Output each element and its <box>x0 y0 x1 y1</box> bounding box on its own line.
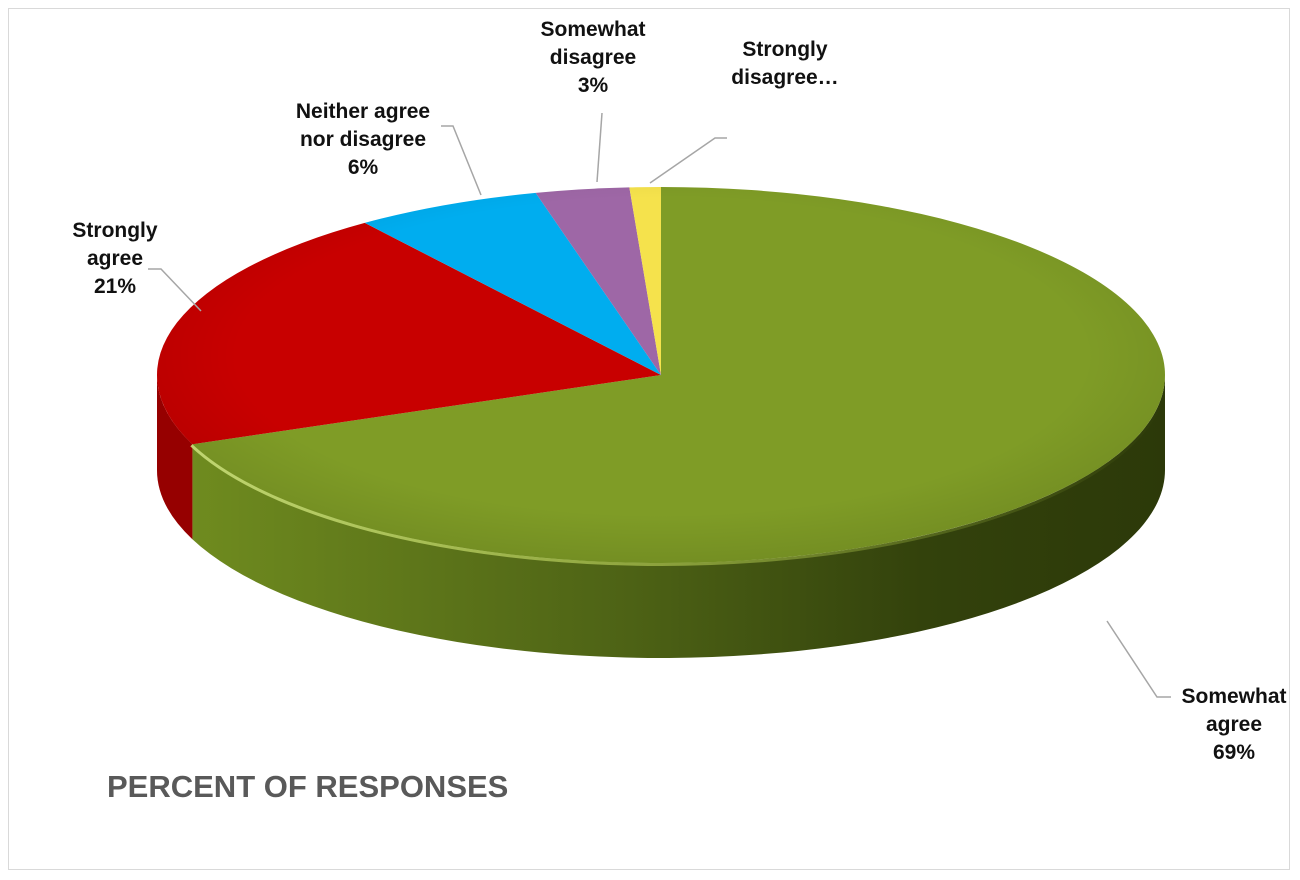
data-label-line: Somewhat <box>1181 685 1286 708</box>
leader-lines <box>148 112 1171 698</box>
data-label-line: Somewhat <box>540 18 645 41</box>
pie-chart: Somewhat agree 69% Strongly agree 21% Neither … <box>72 18 1286 804</box>
data-label-line: agree <box>87 247 143 270</box>
data-label-line: disagree… <box>731 66 838 89</box>
pie-side-somewhat-agree <box>192 375 1166 658</box>
data-label-line: Neither agree <box>296 100 430 123</box>
data-label-strongly-agree: Strongly agree 21% <box>72 219 157 298</box>
chart-title: PERCENT OF RESPONSES <box>107 769 508 804</box>
data-label-line: 6% <box>348 156 379 179</box>
leader-line <box>441 125 482 196</box>
data-label-line: Strongly <box>72 219 157 242</box>
data-label-line: 69% <box>1213 741 1255 764</box>
data-label-somewhat-disagree: Somewhat disagree 3% <box>540 18 645 97</box>
data-label-line: nor disagree <box>300 128 426 151</box>
leader-line <box>596 112 603 183</box>
leader-line <box>148 268 202 312</box>
data-label-line: agree <box>1206 713 1262 736</box>
data-labels: Somewhat agree 69% Strongly agree 21% Neither … <box>72 18 1286 764</box>
pie-side-strongly-agree <box>157 375 193 540</box>
data-label-line: Strongly <box>742 38 827 61</box>
pie-side-shade <box>157 375 193 540</box>
data-label-line: disagree <box>550 46 636 69</box>
data-label-strongly-disagree: Strongly disagree… <box>731 38 838 89</box>
data-label-line: 3% <box>578 74 609 97</box>
chart-frame: Somewhat agree 69% Strongly agree 21% Neither … <box>8 8 1290 870</box>
leader-line <box>649 137 727 184</box>
data-label-line: 21% <box>94 275 136 298</box>
data-label-somewhat-agree: Somewhat agree 69% <box>1181 685 1286 764</box>
pie-top-shading <box>157 187 1165 563</box>
leader-line <box>1106 620 1171 698</box>
pie-top-layer <box>157 187 1165 563</box>
data-label-neither-agree-nor-disagree: Neither agree nor disagree 6% <box>296 100 430 179</box>
